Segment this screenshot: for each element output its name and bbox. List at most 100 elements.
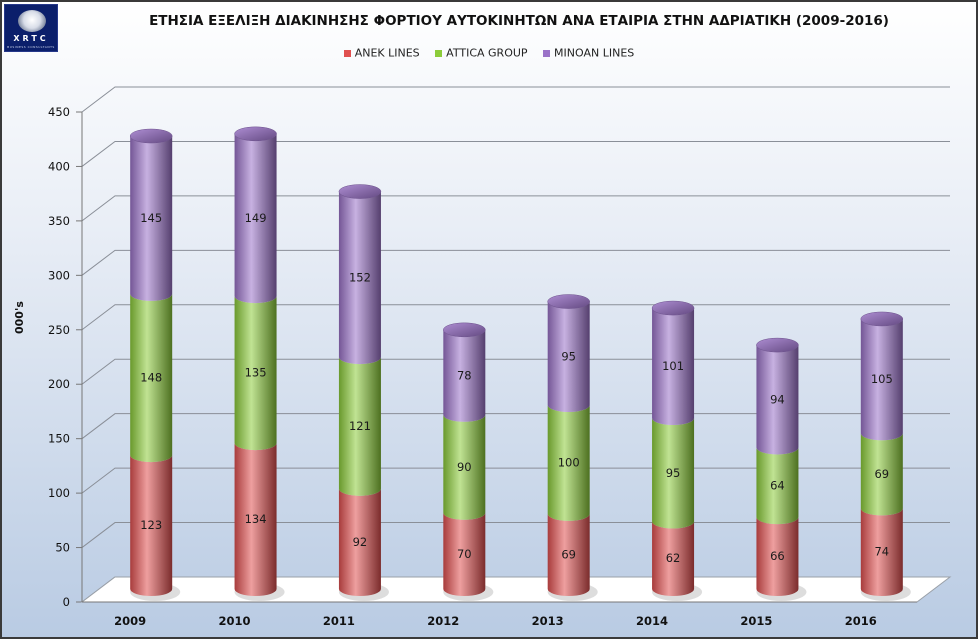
data-label: 135 — [245, 366, 267, 380]
bar-top-cap — [338, 184, 382, 199]
data-label: 148 — [140, 370, 162, 384]
data-label: 101 — [662, 359, 684, 373]
x-tick-label: 2010 — [219, 614, 251, 628]
gridline — [81, 140, 950, 167]
bar-top-cap — [443, 322, 486, 338]
bar-minoan-lines-2015 — [756, 345, 799, 455]
data-label: 145 — [140, 211, 162, 225]
data-label: 152 — [349, 270, 371, 284]
bar-attica-group-2016 — [860, 433, 903, 516]
logo-emblem-icon — [18, 10, 46, 32]
logo-text: XRTC — [13, 34, 49, 43]
y-tick-label: 400 — [48, 159, 70, 173]
bar-attica-group-2014 — [652, 418, 695, 529]
bar-attica-group-2012 — [443, 414, 486, 520]
data-label: 78 — [457, 368, 472, 382]
x-tick-label: 2013 — [532, 614, 564, 628]
legend-swatch-anek — [343, 49, 351, 57]
data-label: 69 — [874, 467, 889, 481]
legend-item-attica: ATTICA GROUP — [435, 46, 528, 60]
x-tick-label: 2012 — [427, 614, 459, 628]
gridline — [81, 358, 950, 385]
chart-legend: ANEK LINES ATTICA GROUP MINOAN LINES — [2, 46, 976, 60]
bar-anek-lines-2016 — [860, 508, 903, 596]
legend-swatch-attica — [435, 49, 443, 57]
legend-label-anek: ANEK LINES — [354, 46, 420, 60]
data-label: 95 — [561, 349, 576, 363]
bar-minoan-lines-2009 — [130, 136, 173, 301]
gridline — [81, 467, 950, 494]
y-tick-label: 150 — [48, 432, 70, 446]
y-tick-label: 250 — [48, 323, 70, 337]
x-tick-label: 2009 — [114, 614, 146, 628]
data-label: 92 — [353, 535, 368, 549]
company-logo: XRTC BUSINESS CONSULTANTS — [4, 4, 58, 52]
gridline — [81, 522, 950, 548]
bar-top-cap — [129, 128, 173, 144]
data-label: 70 — [457, 547, 472, 561]
gridline — [81, 86, 950, 113]
data-label: 62 — [666, 551, 681, 565]
bar-anek-lines-2010 — [234, 443, 277, 596]
bar-anek-lines-2013 — [547, 513, 590, 596]
gridline — [81, 413, 950, 440]
legend-label-minoan: MINOAN LINES — [554, 46, 635, 60]
y-tick-label: 200 — [48, 377, 70, 391]
x-tick-label: 2016 — [845, 614, 877, 628]
data-label: 134 — [245, 512, 267, 526]
bar-minoan-lines-2011 — [338, 191, 381, 365]
bar-anek-lines-2014 — [652, 521, 695, 596]
x-tick-label: 2015 — [740, 614, 772, 628]
data-label: 69 — [561, 547, 576, 561]
bar-attica-group-2013 — [547, 404, 590, 521]
legend-item-minoan: MINOAN LINES — [543, 46, 634, 60]
bar-attica-group-2015 — [756, 447, 799, 525]
y-tick-label: 350 — [48, 214, 70, 228]
bar-top-cap — [860, 311, 904, 327]
data-label: 95 — [666, 466, 681, 480]
data-label: 90 — [457, 460, 472, 474]
bar-anek-lines-2011 — [338, 488, 381, 596]
bar-top-cap — [234, 126, 277, 142]
bar-top-cap — [756, 337, 799, 353]
bar-attica-group-2011 — [338, 357, 381, 496]
y-tick-label: 300 — [48, 268, 70, 282]
gridline — [81, 195, 950, 222]
legend-swatch-minoan — [543, 49, 551, 57]
chart-title: ΕΤΗΣΙΑ ΕΞΕΛΙΞΗ ΔΙΑΚΙΝΗΣΗΣ ΦΟΡΤΙΟΥ ΑΥΤΟΚΙ… — [149, 13, 889, 29]
data-label: 64 — [770, 478, 785, 492]
data-label: 105 — [871, 372, 893, 386]
x-tick-label: 2011 — [323, 614, 355, 628]
legend-item-anek: ANEK LINES — [343, 46, 420, 60]
bar-attica-group-2010 — [234, 296, 277, 451]
y-tick-label: 450 — [48, 105, 70, 119]
data-label: 100 — [558, 455, 580, 469]
x-tick-label: 2014 — [636, 614, 668, 628]
y-tick-label: 50 — [55, 541, 70, 555]
bar-minoan-lines-2014 — [652, 308, 695, 426]
y-tick-label: 100 — [48, 486, 70, 500]
data-label: 74 — [874, 545, 889, 559]
gridline — [81, 304, 950, 331]
data-label: 121 — [349, 419, 371, 433]
bar-anek-lines-2009 — [130, 455, 173, 596]
bar-top-cap — [547, 294, 590, 309]
bar-minoan-lines-2010 — [234, 133, 277, 304]
bar-minoan-lines-2012 — [443, 329, 486, 422]
chart-floor — [80, 576, 952, 603]
data-label: 149 — [245, 211, 267, 225]
data-label: 123 — [140, 518, 162, 532]
legend-label-attica: ATTICA GROUP — [446, 46, 528, 60]
logo-subtext: BUSINESS CONSULTANTS — [7, 45, 55, 49]
bar-minoan-lines-2016 — [860, 318, 903, 441]
bar-attica-group-2009 — [130, 293, 173, 463]
bar-anek-lines-2012 — [443, 512, 486, 596]
gridline — [81, 249, 950, 276]
bar-minoan-lines-2013 — [547, 301, 590, 412]
bar-top-cap — [651, 300, 695, 316]
bar-anek-lines-2015 — [756, 517, 799, 596]
data-label: 94 — [770, 392, 785, 406]
y-tick-label: 0 — [63, 595, 70, 609]
